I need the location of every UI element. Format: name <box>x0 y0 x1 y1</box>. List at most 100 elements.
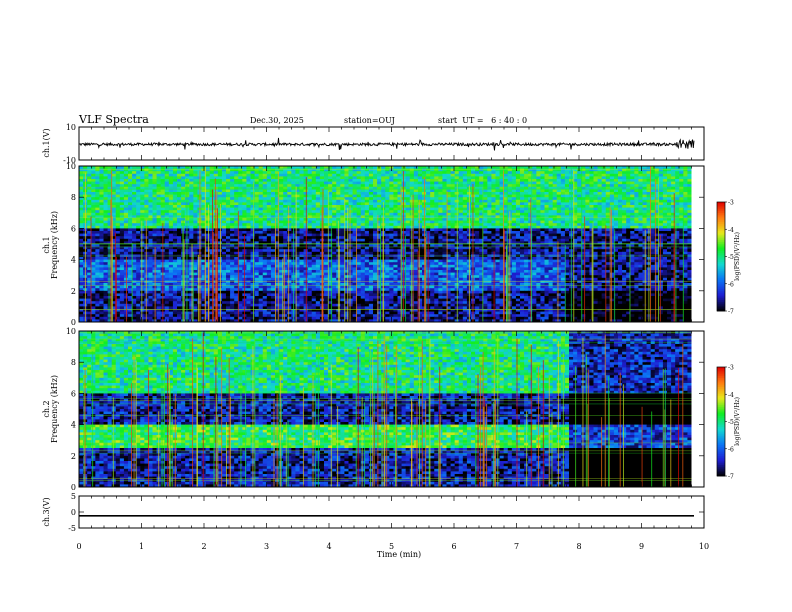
spectrogram-cell <box>413 233 419 237</box>
spectrogram-cell <box>605 166 611 169</box>
spectrogram-cell <box>397 207 402 211</box>
spectrogram-cell <box>307 228 313 232</box>
spectrogram-cell <box>458 233 464 237</box>
spectrogram-cell <box>348 207 353 211</box>
spectrogram-cell <box>168 249 174 253</box>
spectrogram-cell <box>340 218 345 221</box>
spectrogram-cell <box>560 210 566 214</box>
spectrogram-cell <box>479 236 484 240</box>
spectrogram-cell <box>446 166 451 169</box>
spectrogram-cell <box>123 215 129 219</box>
spectrogram-cell <box>87 189 92 193</box>
spectrogram-cell <box>295 233 300 237</box>
spectrogram-cell <box>667 199 672 203</box>
spectrogram-cell <box>438 238 443 242</box>
spectrogram-cell <box>266 238 272 242</box>
spectrogram-cell <box>417 173 423 177</box>
spectrogram-cell <box>368 241 374 245</box>
spectrogram-cell <box>79 194 84 198</box>
spectrogram-cell <box>287 231 292 234</box>
spectrogram-cell <box>564 168 570 172</box>
spectrogram-cell <box>662 189 668 193</box>
spectrogram-cell <box>185 199 190 203</box>
spectrogram-cell <box>536 179 541 182</box>
spectrogram-cell <box>168 223 174 227</box>
spectrogram-cell <box>601 189 607 193</box>
spectrogram-cell <box>377 173 382 177</box>
spectrogram-cell <box>532 238 537 242</box>
spectrogram-cell <box>115 228 121 232</box>
spectrogram-cell <box>658 207 664 211</box>
spectrogram-cell <box>654 233 660 237</box>
spectrogram-cell <box>413 205 419 208</box>
spectrogram-cell <box>524 212 529 216</box>
spectrogram-cell <box>242 197 247 201</box>
spectrogram-cell <box>573 202 578 206</box>
spectrogram-cell <box>622 236 627 240</box>
spectrogram-cell <box>544 205 549 208</box>
spectrogram-cell <box>687 228 692 232</box>
spectrogram-cell <box>687 166 692 169</box>
spectrogram-cell <box>242 168 247 172</box>
spectrogram-cell <box>426 168 431 172</box>
spectrogram-cell <box>585 189 590 193</box>
spectrogram-cell <box>128 218 133 221</box>
spectrogram-cell <box>348 220 353 224</box>
spectrogram-cell <box>650 218 656 221</box>
spectrogram-cell <box>246 210 251 214</box>
spectrogram-cell <box>299 176 304 180</box>
spectrogram-cell <box>618 246 623 250</box>
spectrogram-cell <box>679 212 684 216</box>
spectrogram-cell <box>393 210 398 214</box>
spectrogram-cell <box>250 207 255 211</box>
spectrogram-cell <box>642 246 647 250</box>
spectrogram-cell <box>128 231 133 234</box>
spectrogram-cell <box>315 171 321 175</box>
spectrogram-cell <box>597 212 603 216</box>
spectrogram-cell <box>123 207 129 211</box>
spectrogram-cell <box>438 166 443 169</box>
spectrogram-cell <box>658 176 664 180</box>
spectrogram-cell <box>132 176 137 180</box>
spectrogram-cell <box>107 238 113 242</box>
spectrogram-cell <box>658 228 664 232</box>
spectrogram-cell <box>230 199 235 203</box>
spectrogram-cell <box>160 171 166 175</box>
spectrogram-cell <box>283 176 288 180</box>
spectrogram-cell <box>417 176 423 180</box>
spectrogram-cell <box>520 231 525 234</box>
spectrogram-cell <box>638 179 643 182</box>
spectrogram-cell <box>189 202 194 206</box>
spectrogram-cell <box>262 207 268 211</box>
spectrogram-cell <box>667 218 672 221</box>
spectrogram-cell <box>634 210 639 214</box>
spectrogram-cell <box>91 223 96 227</box>
spectrogram-cell <box>507 184 513 188</box>
spectrogram-cell <box>499 173 505 177</box>
spectrogram-cell <box>462 231 468 234</box>
spectrogram-cell <box>307 199 313 203</box>
spectrogram-cell <box>132 202 137 206</box>
spectrogram-cell <box>128 166 133 169</box>
spectrogram-cell <box>536 197 541 201</box>
spectrogram-cell <box>156 192 162 195</box>
spectrogram-cell <box>589 231 594 234</box>
spectrogram-cell <box>581 168 586 172</box>
spectrogram-cell <box>324 246 329 250</box>
spectrogram-cell <box>503 179 509 182</box>
spectrogram-cell <box>164 202 170 206</box>
spectrogram-cell <box>556 212 562 216</box>
spectrogram-cell <box>91 244 96 247</box>
spectrogram-cell <box>87 246 92 250</box>
spectrogram-cell <box>581 179 586 182</box>
spectrogram-cell <box>630 210 635 214</box>
spectrogram-cell <box>646 171 652 175</box>
spectrogram-cell <box>177 210 182 214</box>
spectrogram-cell <box>667 244 672 247</box>
spectrogram-cell <box>462 197 468 201</box>
spectrogram-cell <box>291 181 296 185</box>
spectrogram-cell <box>462 184 468 188</box>
spectrogram-cell <box>205 238 211 242</box>
spectrogram-cell <box>597 231 603 234</box>
spectrogram-cell <box>99 249 104 253</box>
